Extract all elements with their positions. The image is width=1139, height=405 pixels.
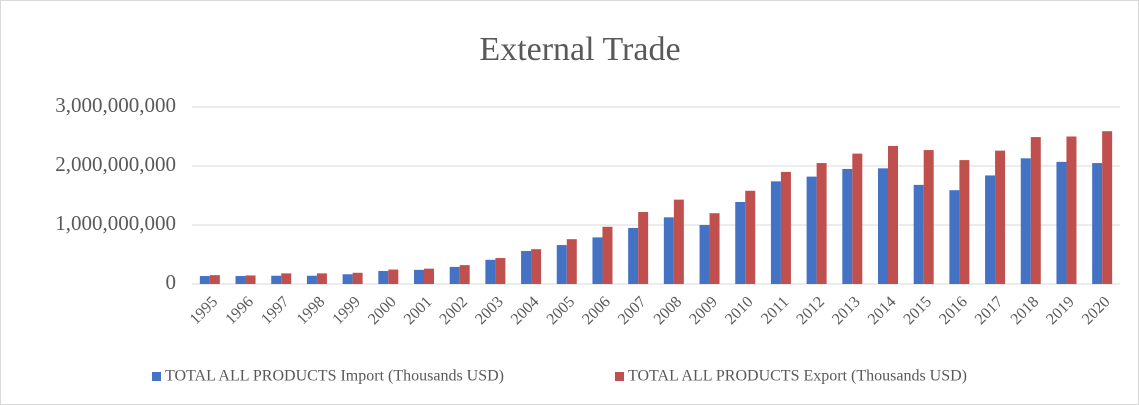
bar bbox=[923, 150, 934, 284]
bar bbox=[306, 275, 317, 284]
bar bbox=[592, 237, 603, 284]
bar bbox=[816, 163, 827, 284]
bar bbox=[842, 168, 853, 284]
bar bbox=[388, 269, 399, 284]
legend-marker bbox=[152, 372, 161, 381]
bar bbox=[414, 269, 424, 284]
bar bbox=[342, 274, 353, 284]
bar bbox=[673, 199, 684, 284]
bar bbox=[995, 150, 1006, 284]
y-tick-label: 3,000,000,000 bbox=[55, 93, 176, 117]
bar bbox=[531, 249, 542, 284]
bar bbox=[699, 225, 710, 284]
y-tick-label: 2,000,000,000 bbox=[55, 152, 176, 176]
bar bbox=[638, 212, 649, 284]
chart-title: External Trade bbox=[479, 31, 680, 68]
bar bbox=[235, 276, 246, 284]
bar bbox=[852, 153, 863, 284]
bar bbox=[424, 268, 434, 284]
bar bbox=[888, 145, 898, 284]
bar bbox=[735, 201, 746, 284]
legend-label: TOTAL ALL PRODUCTS Export (Thousands USD… bbox=[628, 368, 967, 385]
bar bbox=[271, 275, 282, 284]
bar bbox=[485, 259, 496, 284]
bar bbox=[663, 217, 674, 284]
bar bbox=[745, 190, 756, 284]
bar bbox=[1056, 161, 1067, 284]
bar bbox=[602, 226, 613, 284]
bar bbox=[628, 227, 639, 284]
bar bbox=[1066, 136, 1077, 284]
bar bbox=[1092, 163, 1103, 284]
bar bbox=[985, 175, 996, 284]
bar bbox=[709, 213, 720, 284]
legend-marker bbox=[615, 372, 624, 381]
y-tick-label: 1,000,000,000 bbox=[55, 211, 176, 235]
bar bbox=[1102, 131, 1113, 284]
bar bbox=[199, 276, 210, 284]
bar bbox=[566, 239, 577, 284]
bar bbox=[281, 273, 292, 284]
legend-label: TOTAL ALL PRODUCTS Import (Thousands USD… bbox=[165, 368, 504, 385]
bar bbox=[949, 190, 960, 284]
bar bbox=[556, 245, 567, 284]
bar bbox=[495, 258, 506, 284]
bar bbox=[913, 184, 924, 284]
bar bbox=[521, 250, 532, 284]
bar bbox=[780, 171, 791, 284]
bar bbox=[245, 275, 256, 284]
bar bbox=[878, 168, 888, 284]
bar bbox=[770, 181, 781, 284]
y-tick-label: 0 bbox=[166, 270, 177, 294]
bar bbox=[1030, 137, 1041, 284]
bar bbox=[449, 266, 460, 284]
bar bbox=[209, 275, 220, 284]
bar bbox=[378, 271, 389, 284]
bar bbox=[806, 176, 817, 284]
bar bbox=[959, 160, 970, 284]
bar bbox=[459, 265, 470, 284]
bar bbox=[316, 273, 327, 284]
bar bbox=[352, 272, 363, 284]
bar bbox=[1020, 158, 1031, 284]
